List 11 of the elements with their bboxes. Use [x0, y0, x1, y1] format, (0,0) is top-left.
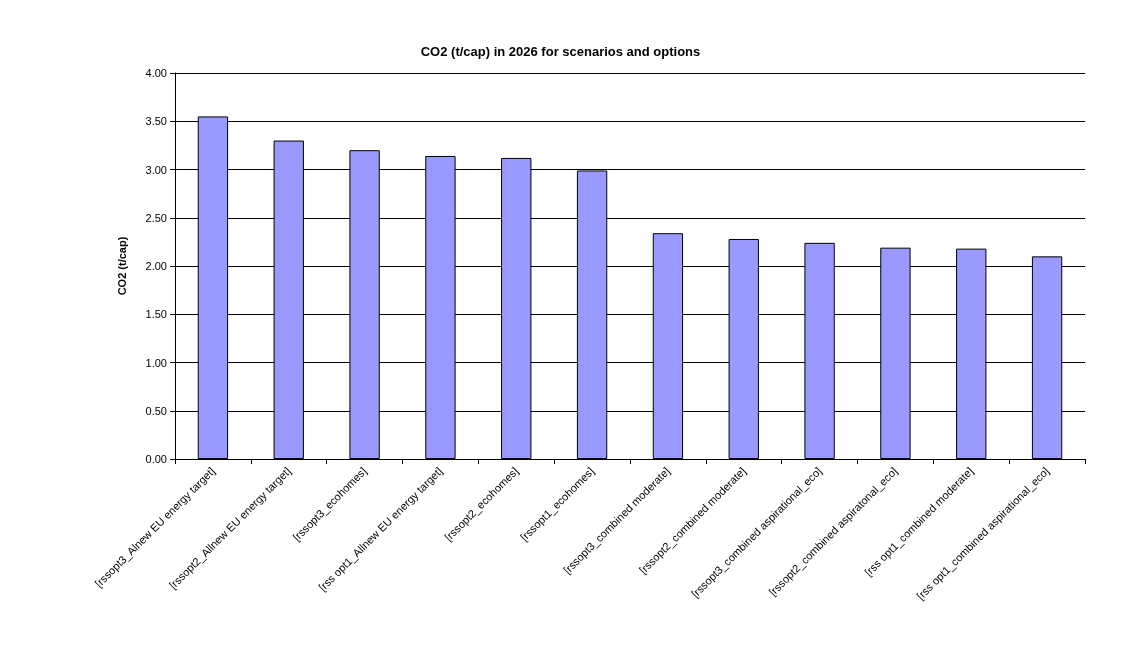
y-axis-title: CO2 (t/cap) — [115, 236, 128, 296]
chart-title: CO2 (t/cap) in 2026 for scenarios and options — [420, 44, 701, 59]
y-tick-label: 4.00 — [145, 67, 167, 79]
y-tick-label: 1.50 — [145, 308, 167, 321]
y-tick-label: 2.50 — [145, 211, 167, 224]
y-tick-label: 2.00 — [145, 260, 167, 272]
y-tick-label: 3.50 — [145, 115, 167, 128]
y-tick-label: 0.00 — [145, 453, 167, 465]
y-tick-label: 3.00 — [145, 163, 167, 176]
y-tick-label: 0.50 — [145, 404, 167, 417]
y-tick-label: 1.00 — [145, 356, 167, 369]
